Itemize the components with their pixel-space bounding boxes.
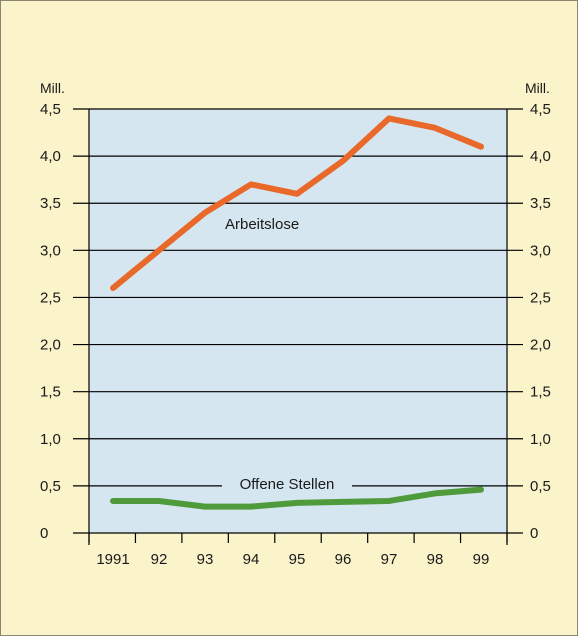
series-label-bg — [222, 473, 352, 495]
y-tick-label-left: 1,0 — [40, 431, 61, 448]
y-tick-label-right: 0 — [530, 525, 538, 542]
y-tick-label-left: 1,5 — [40, 384, 61, 401]
y-tick-label-right: 2,5 — [530, 289, 551, 306]
y-tick-label-right: 2,0 — [530, 337, 551, 354]
y-tick-label-right: 0,5 — [530, 478, 551, 495]
y-tick-label-left: 4,5 — [40, 101, 61, 118]
x-tick-label: 95 — [289, 551, 306, 568]
y-tick-label-left: 4,0 — [40, 148, 61, 165]
x-tick-label: 96 — [335, 551, 352, 568]
gridlines — [73, 108, 523, 534]
y-unit-right: Mill. — [525, 80, 550, 96]
y-tick-label-left: 0,5 — [40, 478, 61, 495]
series-line-offene-stellen — [110, 486, 484, 510]
x-tick-label: 92 — [151, 551, 168, 568]
y-tick-label-right: 4,0 — [530, 148, 551, 165]
y-tick-label-left: 0 — [40, 525, 48, 542]
series-label-offene-stellen: Offene Stellen — [240, 476, 335, 493]
y-tick-label-right: 3,0 — [530, 242, 551, 259]
y-tick-label-right: 1,5 — [530, 384, 551, 401]
x-tick-label: 97 — [381, 551, 398, 568]
y-tick-label-right: 3,5 — [530, 195, 551, 212]
x-axis: 1991 92 93 94 95 96 97 98 99 — [88, 533, 508, 568]
series-lines — [110, 115, 484, 510]
x-tick-label: 93 — [197, 551, 214, 568]
x-tick-label: 98 — [427, 551, 444, 568]
series-label-arbeitslose: Arbeitslose — [225, 216, 299, 233]
x-tick-label: 99 — [473, 551, 490, 568]
series-labels: Arbeitslose Offene Stellen — [222, 216, 352, 495]
series-line-arbeitslose — [110, 115, 484, 292]
y-tick-label-left: 2,0 — [40, 337, 61, 354]
x-tick-label: 1991 — [96, 551, 129, 568]
y-unit-left: Mill. — [40, 80, 65, 96]
y-tick-label-left: 3,5 — [40, 195, 61, 212]
x-tick-label: 94 — [243, 551, 260, 568]
plot-area — [89, 109, 507, 533]
y-tick-label-left: 2,5 — [40, 289, 61, 306]
y-axis-right: 0 0,5 1,0 1,5 2,0 2,5 3,0 3,5 4,0 4,5 — [530, 101, 551, 542]
y-tick-label-right: 1,0 — [530, 431, 551, 448]
y-axis-left: 0 0,5 1,0 1,5 2,0 2,5 3,0 3,5 4,0 4,5 — [40, 101, 61, 542]
y-tick-label-left: 3,0 — [40, 242, 61, 259]
axes — [88, 109, 508, 545]
y-tick-label-right: 4,5 — [530, 101, 551, 118]
